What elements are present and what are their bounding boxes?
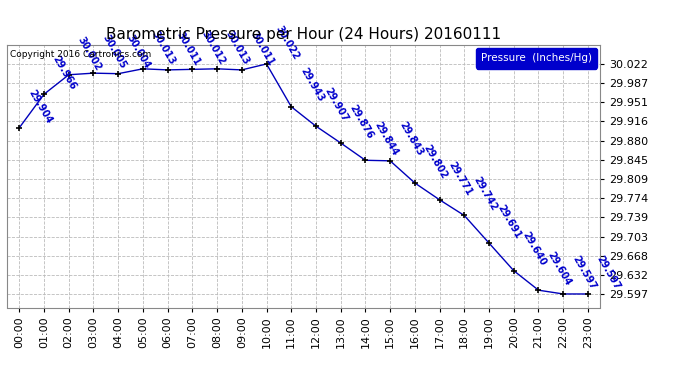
Text: 30.012: 30.012 <box>199 29 227 67</box>
Text: 29.802: 29.802 <box>422 142 449 180</box>
Text: 29.640: 29.640 <box>521 231 548 268</box>
Text: 29.966: 29.966 <box>51 54 79 92</box>
Text: 30.002: 30.002 <box>76 34 103 72</box>
Text: 30.005: 30.005 <box>100 33 128 70</box>
Text: Copyright 2016 Cartronics.com: Copyright 2016 Cartronics.com <box>10 50 151 59</box>
Text: 30.011: 30.011 <box>248 30 276 67</box>
Text: 30.013: 30.013 <box>224 28 251 66</box>
Text: 30.004: 30.004 <box>125 33 152 71</box>
Text: 29.604: 29.604 <box>545 250 573 287</box>
Text: 29.943: 29.943 <box>298 66 326 104</box>
Text: 29.597: 29.597 <box>570 254 598 291</box>
Text: 29.597: 29.597 <box>595 254 622 291</box>
Text: 30.022: 30.022 <box>273 24 301 61</box>
Title: Barometric Pressure per Hour (24 Hours) 20160111: Barometric Pressure per Hour (24 Hours) … <box>106 27 501 42</box>
Text: 29.844: 29.844 <box>373 120 400 158</box>
Text: 30.013: 30.013 <box>150 28 177 66</box>
Text: 30.011: 30.011 <box>175 30 202 67</box>
Text: 29.691: 29.691 <box>496 203 524 240</box>
Text: 29.876: 29.876 <box>348 103 375 140</box>
Text: 29.843: 29.843 <box>397 120 424 158</box>
Text: 29.907: 29.907 <box>323 86 351 123</box>
Text: 29.904: 29.904 <box>26 87 54 125</box>
Text: 29.742: 29.742 <box>471 175 499 213</box>
Text: 29.771: 29.771 <box>446 159 474 197</box>
Legend: Pressure  (Inches/Hg): Pressure (Inches/Hg) <box>476 48 597 69</box>
